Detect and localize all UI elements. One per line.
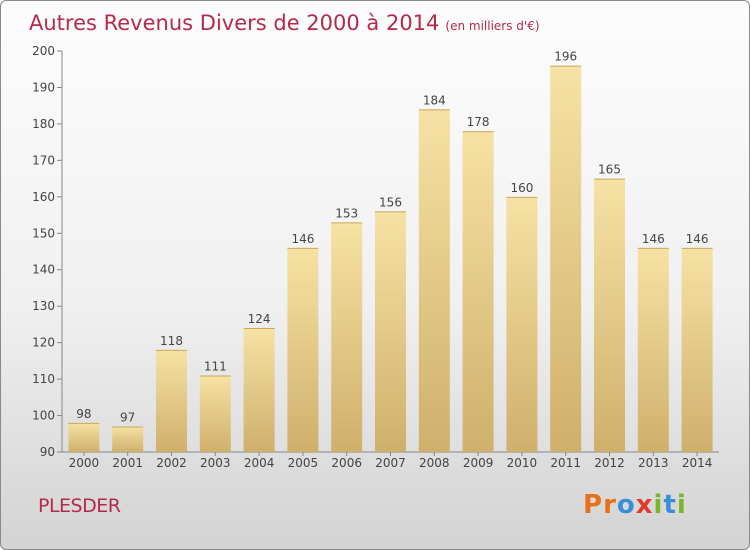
logo-letter: t [663,490,677,520]
data-label: 146 [642,232,665,246]
bar [156,349,187,452]
commune-name: PLESDER [38,495,121,517]
data-label: 184 [423,93,446,107]
data-label: 146 [291,232,314,246]
bar [199,375,231,452]
chart-title: Autres Revenus Divers de 2000 à 2014 (en … [29,9,540,40]
logo-letter: i [653,490,664,520]
bar [418,109,450,452]
data-label: 156 [379,195,402,209]
bar [550,65,582,452]
x-tick-label: 2010 [507,456,538,470]
data-label: 160 [510,181,533,195]
data-label: 97 [120,410,135,424]
bar [375,211,406,452]
x-tick-label: 2001 [112,456,143,470]
y-tick-label: 170 [32,153,55,167]
bar [462,131,494,452]
x-tick-label: 2005 [288,456,319,470]
data-label: 153 [335,206,358,220]
y-tick-label: 90 [40,445,55,459]
data-label: 98 [76,407,91,421]
x-tick-label: 2012 [594,456,625,470]
x-tick-label: 2006 [331,456,362,470]
x-tick-label: 2007 [375,456,406,470]
y-tick-label: 100 [32,409,55,423]
data-label: 111 [204,359,227,373]
bar [68,422,100,452]
data-label: 124 [248,312,271,326]
y-tick-label: 190 [32,80,55,94]
data-label: 178 [467,115,490,129]
y-tick-label: 160 [32,190,55,204]
bar [681,247,713,452]
x-tick-label: 2000 [69,456,100,470]
bar [243,328,275,452]
title-unit: (en milliers d'€) [445,19,540,33]
x-tick-label: 2004 [244,456,275,470]
data-label: 146 [686,232,709,246]
y-tick-label: 180 [32,117,55,131]
data-label: 196 [554,50,577,64]
bar [594,178,625,452]
x-tick-label: 2003 [200,456,231,470]
bar [287,247,319,452]
x-tick-label: 2013 [638,456,669,470]
x-tick-label: 2002 [156,456,187,470]
bar [506,196,538,452]
title-text: Autres Revenus Divers de 2000 à 2014 [29,11,440,35]
x-tick-label: 2008 [419,456,450,470]
logo-letter: r [603,490,617,520]
logo-letter: P [583,490,604,520]
x-tick-label: 2009 [463,456,494,470]
bar [112,426,144,452]
logo-letter: x [635,490,654,520]
x-tick-label: 2014 [682,456,713,470]
logo-letter: i [676,490,687,520]
x-tick-label: 2011 [550,456,581,470]
y-tick-label: 110 [32,372,55,386]
y-tick-label: 140 [32,263,55,277]
y-tick-label: 200 [32,44,55,58]
y-tick-label: 130 [32,299,55,313]
logo-letter: o [616,490,636,520]
bar [331,222,363,452]
data-label: 165 [598,163,621,177]
data-label: 118 [160,334,183,348]
y-tick-label: 120 [32,336,55,350]
y-tick-label: 150 [32,226,55,240]
bar [637,247,669,452]
proxiti-logo[interactable]: Proxiti [583,490,687,520]
